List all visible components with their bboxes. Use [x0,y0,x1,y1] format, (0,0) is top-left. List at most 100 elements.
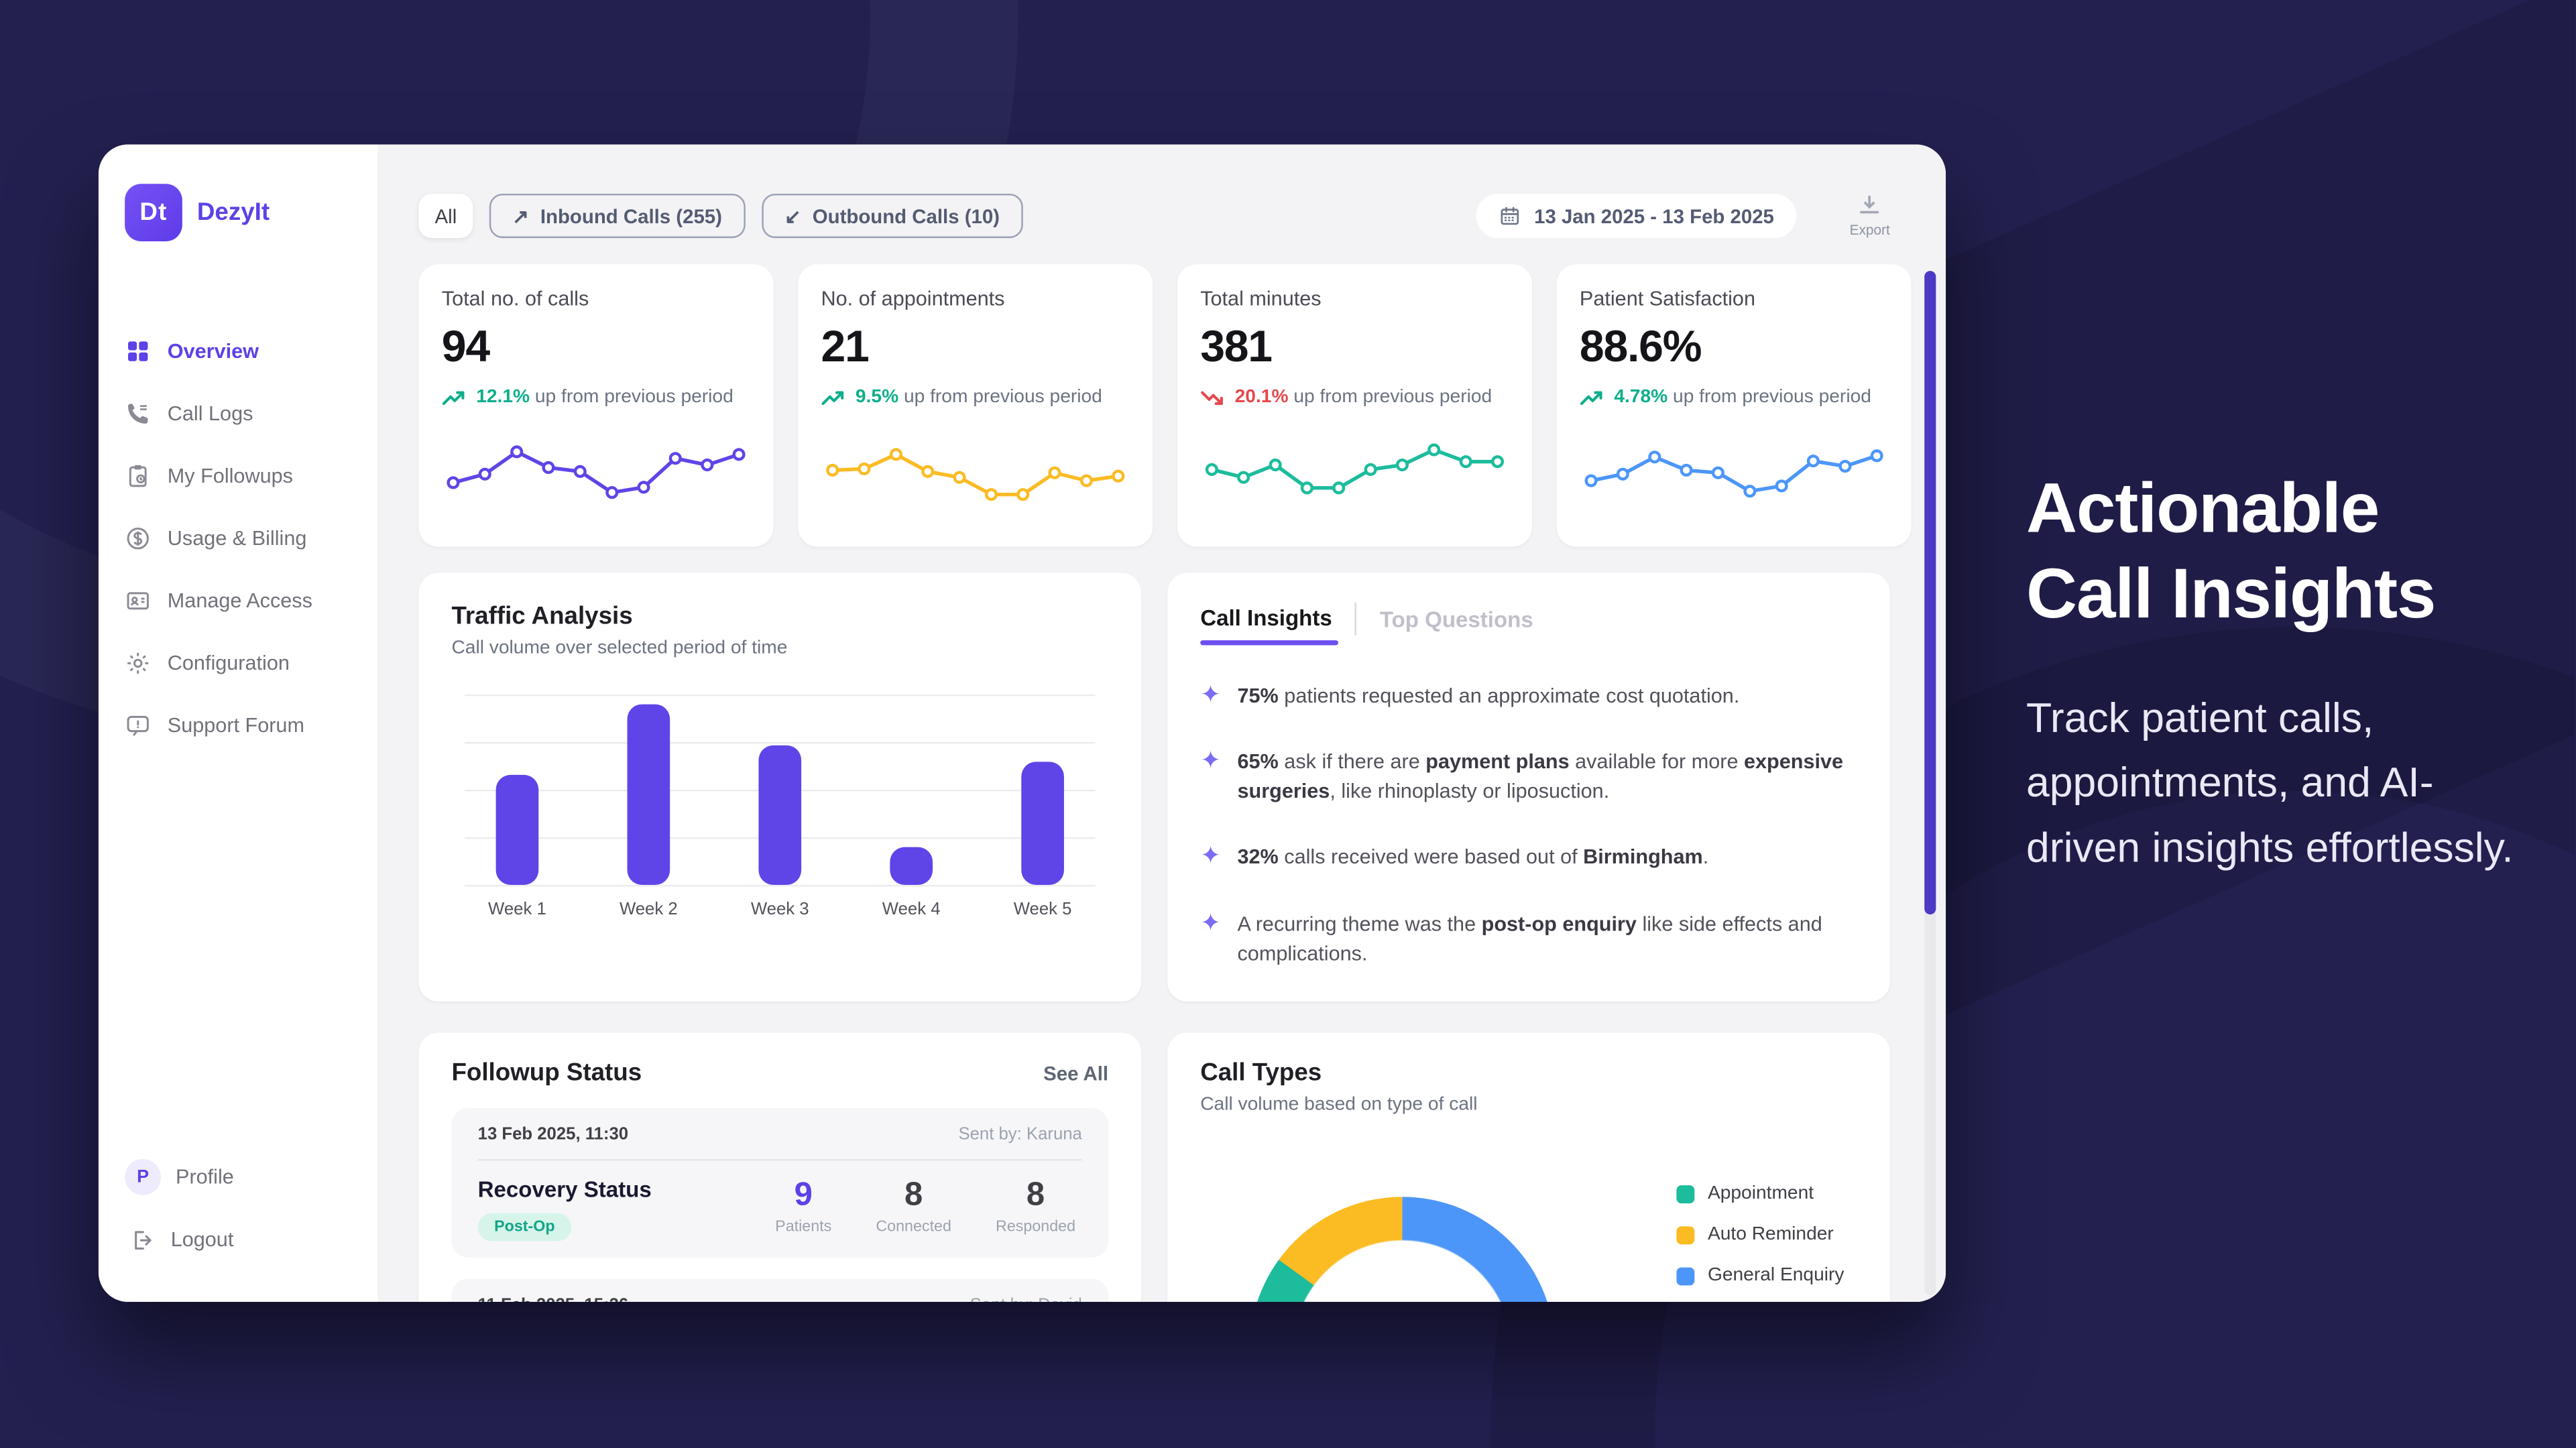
followup-date: 11 Feb 2025, 15:26 [478,1295,628,1302]
bar-week-2 [627,704,670,885]
call-types-panel: Call Types Call volume based on type of … [1167,1032,1890,1303]
filter-all-button[interactable]: All [418,193,473,239]
filter-outbound-button[interactable]: ↙ Outbound Calls (10) [761,193,1023,239]
date-range-picker[interactable]: 13 Jan 2025 - 13 Feb 2025 [1476,193,1798,239]
insight-text: 65% ask if there are payment plans avail… [1237,750,1844,804]
chart-gridline [465,741,1096,744]
dashboard-window: Dt DezyIt Overview Call Logs My Followups U… [98,144,1946,1303]
followup-stat-responded: 8 Responded [996,1176,1076,1237]
topbar: All ↗ Inbound Calls (255) ↙ Outbound Cal… [418,193,1890,239]
sidebar-item-manage-access[interactable]: Manage Access [125,570,377,632]
brand-name: DezyIt [196,198,270,227]
see-all-link[interactable]: See All [1043,1061,1109,1085]
stat-change: 9.5% up from previous period [821,387,1129,407]
sidebar-item-label: Usage & Billing [167,527,307,550]
sparkle-diamond-icon: ✦ [1200,747,1222,776]
traffic-title: Traffic Analysis [451,602,633,631]
trend-up-icon [1580,388,1604,406]
stat-title: Total minutes [1200,287,1322,310]
sidebar-item-usage-billing[interactable]: Usage & Billing [125,507,377,570]
promo-body: Track patient calls, appointments, and A… [2026,696,2514,872]
traffic-bar-chart: Week 1 Week 2 Week 3 Week 4 Week 5 [451,694,1108,920]
stat-card-total-no-of-calls: Total no. of calls 94 12.1% up from previo… [418,264,774,547]
calendar-icon [1501,206,1519,225]
stat-change: 4.78% up from previous period [1580,387,1888,407]
sidebar-item-label: Manage Access [167,589,312,613]
trend-up-icon [442,388,467,406]
followup-status-panel: Followup Status See All 13 Feb 2025, 11:… [418,1032,1142,1303]
tab-call-insights[interactable]: Call Insights [1200,606,1340,646]
sidebar-item-configuration[interactable]: Configuration [125,632,377,695]
followup-entry[interactable]: 13 Feb 2025, 11:30 Sent by: Karuna Recover… [451,1108,1109,1258]
stat-value: 94 [441,322,490,371]
bar-week-3 [758,745,802,885]
chart-gridline [465,694,1096,697]
tab-divider [1355,602,1357,636]
followup-stat-patients: 9 Patients [775,1176,832,1237]
followup-name: Recovery Status [477,1176,652,1202]
sidebar-item-label: My Followups [167,465,293,488]
stat-title: No. of appointments [821,287,1005,310]
bar-week-5 [1021,761,1064,885]
promo-panel: Actionable Call Insights Track patient c… [2026,467,2519,883]
filter-inbound-button[interactable]: ↗ Inbound Calls (255) [489,193,746,239]
dollar-icon [125,526,151,552]
insight-text: 32% calls received were based out of Bir… [1237,846,1709,869]
status-badge: Post-Op [477,1213,572,1242]
stat-card-patient-satisfaction: Patient Satisfaction 88.6% 4.78% up from p… [1556,264,1912,547]
legend-swatch [1676,1266,1695,1285]
phone-icon [125,401,151,427]
x-axis-label: Week 1 [488,900,546,920]
export-button[interactable]: Export [1850,194,1890,238]
insight-bullet: ✦ 75% patients requested an approximate c… [1200,681,1857,711]
sidebar-nav: Overview Call Logs My Followups Usage & Bil… [125,320,377,757]
arrow-down-left-icon: ↙ [784,204,801,228]
x-axis-label: Week 2 [619,900,678,920]
insight-text: 75% patients requested an approximate co… [1237,684,1740,708]
sidebar-item-profile[interactable]: P Profile [125,1151,377,1203]
stat-card-total-minutes: Total minutes 381 20.1% up from previous p… [1177,264,1532,547]
scrollbar-thumb[interactable] [1924,271,1936,915]
legend-item-general-enquiry: General Enquiry [1676,1266,1845,1286]
legend-label: General Enquiry [1707,1266,1845,1286]
call-types-legend: Appointment Auto Reminder General Enquiry [1676,1184,1844,1286]
sparkline-chart [826,448,1125,501]
filter-inbound-label: Inbound Calls (255) [540,204,722,228]
insight-text: A recurring theme was the post-op enquir… [1237,912,1822,965]
traffic-subtitle: Call volume over selected period of time [451,638,788,659]
sparkle-diamond-icon: ✦ [1200,843,1222,871]
sidebar-item-my-followups[interactable]: My Followups [125,445,377,507]
traffic-analysis-panel: Traffic Analysis Call volume over select… [418,572,1142,1002]
sidebar-item-logout[interactable]: Logout [125,1213,377,1266]
divider [477,1158,1082,1161]
filter-outbound-label: Outbound Calls (10) [812,204,1000,228]
bar-week-1 [495,774,539,885]
x-axis-label: Week 3 [750,900,809,920]
x-axis-label: Week 4 [882,900,941,920]
followup-sent-by: Sent by: Karuna [958,1124,1082,1144]
insight-bullet: ✦ A recurring theme was the post-op enqui… [1200,909,1857,969]
legend-swatch [1676,1225,1695,1244]
sidebar-item-overview[interactable]: Overview [125,320,377,383]
stat-title: Total no. of calls [441,287,589,310]
followup-entry[interactable]: 11 Feb 2025, 15:26 Sent by: David [451,1278,1109,1303]
tab-top-questions[interactable]: Top Questions [1379,606,1533,631]
legend-label: Appointment [1707,1183,1814,1204]
insight-bullet: ✦ 32% calls received were based out of Bi… [1200,843,1857,872]
call-insights-panel: Call Insights Top Questions ✦ 75% patient… [1167,572,1890,1002]
call-types-subtitle: Call volume based on type of call [1200,1095,1478,1115]
sparkline-chart [1205,443,1505,495]
date-range-label: 13 Jan 2025 - 13 Feb 2025 [1534,204,1774,228]
chart-gridline [465,885,1096,887]
sparkline-chart [1584,449,1883,498]
sidebar-item-support-forum[interactable]: Support Forum [125,695,377,757]
dashboard-scrollbar[interactable] [1924,271,1936,1296]
legend-item-appointment: Appointment [1676,1184,1844,1203]
followup-title: Followup Status [451,1059,642,1087]
download-icon [1860,195,1879,214]
arrow-up-right-icon: ↗ [512,204,529,228]
sidebar-item-call-logs[interactable]: Call Logs [125,383,377,445]
clipboard-icon [125,463,151,489]
stat-change: 20.1% up from previous period [1200,387,1509,407]
export-label: Export [1849,221,1890,239]
